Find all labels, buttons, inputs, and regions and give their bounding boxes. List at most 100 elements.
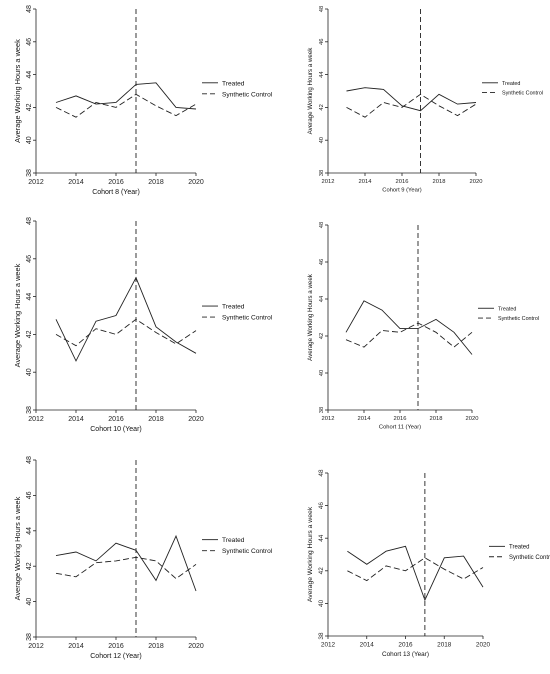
legend-label: Synthetic Control (222, 91, 273, 98)
synthetic-control-line (55, 318, 197, 347)
x-tick-label: 2014 (358, 416, 372, 422)
y-tick-label: 38 (26, 633, 33, 641)
y-tick-label: 44 (26, 293, 33, 301)
x-axis-label: Cohort 8 (Year) (92, 189, 140, 196)
y-axis-label: Average Working Hours a week (13, 496, 22, 600)
x-tick-label: 2016 (398, 641, 413, 648)
legend-label: Treated (509, 545, 529, 551)
synthetic-control-line (345, 322, 473, 348)
y-axis-label: Average Working Hours a week (307, 506, 314, 602)
chart-panel-6: 38 40 42 44 46 48 2012 2014 2016 2018 2020 Average … (298, 460, 550, 672)
y-axis-label: Average Working Hours a week (307, 47, 314, 135)
legend-label: Synthetic Control (498, 316, 539, 322)
y-axis-label: Average Working Hours a week (13, 263, 22, 367)
y-tick-label: 48 (26, 5, 33, 13)
chart-svg: 38 40 42 44 46 48 2012 2014 2016 2018 2020 Average … (13, 5, 273, 196)
y-axis-label: Average Working Hours a week (307, 273, 314, 361)
x-tick-label: 2016 (394, 416, 407, 422)
y-tick-label: 44 (318, 534, 325, 542)
x-tick-label: 2016 (108, 416, 124, 423)
x-tick-label: 2018 (148, 643, 164, 650)
legend-label: Synthetic Control (502, 91, 543, 97)
chart-svg: 38 40 42 44 46 48 2012 2014 2016 2018 2020 Average … (307, 469, 550, 658)
chart-panel-2: 38 40 42 44 46 48 2012 2014 2016 2018 2020 Average … (298, 0, 550, 208)
x-tick-label: 2018 (148, 416, 164, 423)
y-tick-label: 46 (319, 259, 325, 265)
x-tick-label: 2012 (28, 416, 44, 423)
chart-panel-4: 38 40 42 44 46 48 2012 2014 2016 2018 2020 Average … (298, 218, 550, 442)
y-tick-label: 38 (319, 170, 325, 176)
y-axis-label: Average Working Hours a week (13, 39, 22, 143)
x-axis-label: Cohort 9 (Year) (382, 188, 421, 194)
synthetic-control-line (346, 93, 477, 118)
chart-panel-1: 38 40 42 44 46 48 2012 2014 2016 2018 2020 Average … (0, 0, 273, 212)
chart-svg: 38 40 42 44 46 48 2012 2014 2016 2018 2020 Average … (13, 217, 273, 433)
treated-line (345, 300, 473, 355)
chart-panel-5: 38 40 42 44 46 48 2012 2014 2016 2018 2020 Average … (0, 452, 273, 674)
x-tick-label: 2020 (466, 416, 479, 422)
x-tick-label: 2018 (430, 416, 443, 422)
y-tick-label: 48 (26, 456, 33, 464)
y-tick-label: 46 (318, 502, 325, 510)
y-tick-label: 40 (318, 599, 325, 607)
y-tick-label: 42 (26, 103, 33, 111)
synthetic-control-line (347, 557, 484, 582)
y-tick-label: 48 (318, 469, 325, 477)
treated-line (55, 534, 197, 592)
legend-label: Synthetic Control (222, 548, 273, 555)
legend-label: Treated (502, 81, 520, 87)
x-tick-label: 2016 (108, 179, 124, 186)
y-tick-label: 44 (26, 527, 33, 535)
x-tick-label: 2018 (437, 641, 452, 648)
y-tick-label: 48 (319, 6, 325, 12)
y-tick-label: 42 (318, 567, 325, 575)
treated-line (55, 276, 197, 362)
legend-label: Treated (498, 306, 516, 312)
x-tick-label: 2020 (188, 179, 204, 186)
x-tick-label: 2016 (396, 179, 409, 185)
chart-panel-3: 38 40 42 44 46 48 2012 2014 2016 2018 2020 Average … (0, 214, 273, 440)
y-tick-label: 40 (319, 137, 325, 143)
y-tick-label: 40 (319, 370, 325, 376)
x-axis-label: Cohort 11 (Year) (379, 425, 421, 431)
y-tick-label: 48 (319, 222, 325, 228)
y-tick-label: 46 (26, 491, 33, 499)
treated-line (346, 87, 477, 112)
x-tick-label: 2012 (321, 641, 336, 648)
x-tick-label: 2012 (322, 416, 335, 422)
y-tick-label: 38 (26, 169, 33, 177)
y-tick-label: 44 (26, 71, 33, 79)
y-tick-label: 42 (319, 104, 325, 110)
y-tick-label: 40 (26, 368, 33, 376)
x-tick-label: 2020 (188, 643, 204, 650)
y-tick-label: 42 (26, 330, 33, 338)
y-tick-label: 44 (319, 71, 325, 78)
x-tick-label: 2020 (188, 416, 204, 423)
x-tick-label: 2018 (148, 179, 164, 186)
treated-line (347, 545, 484, 602)
x-tick-label: 2018 (433, 179, 446, 185)
y-tick-label: 44 (319, 295, 325, 302)
chart-svg: 38 40 42 44 46 48 2012 2014 2016 2018 2020 Average … (307, 222, 539, 431)
treated-line (55, 82, 197, 110)
synthetic-control-line (55, 556, 197, 580)
x-tick-label: 2012 (28, 179, 44, 186)
x-axis-label: Cohort 12 (Year) (90, 653, 142, 660)
chart-svg: 38 40 42 44 46 48 2012 2014 2016 2018 2020 Average … (13, 456, 273, 660)
legend-label: Treated (222, 304, 245, 311)
y-tick-label: 42 (319, 333, 325, 339)
y-tick-label: 46 (319, 39, 325, 45)
legend-label: Treated (222, 80, 245, 87)
y-tick-label: 42 (26, 562, 33, 570)
x-tick-label: 2014 (359, 179, 373, 185)
x-tick-label: 2012 (28, 643, 44, 650)
x-tick-label: 2014 (68, 416, 84, 423)
y-tick-label: 48 (26, 217, 33, 225)
x-tick-label: 2016 (108, 643, 124, 650)
y-tick-label: 46 (26, 255, 33, 263)
x-axis-label: Cohort 10 (Year) (90, 426, 142, 433)
x-tick-label: 2014 (360, 641, 375, 648)
y-tick-label: 46 (26, 38, 33, 46)
legend-label: Synthetic Control (509, 555, 550, 561)
x-tick-label: 2020 (476, 641, 491, 648)
